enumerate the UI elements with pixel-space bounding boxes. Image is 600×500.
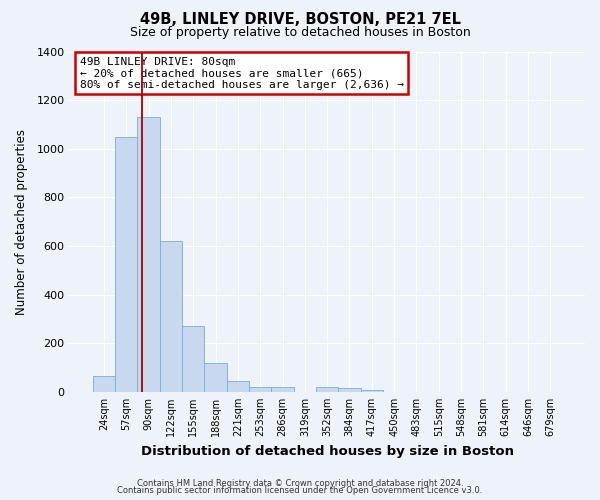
Text: 49B, LINLEY DRIVE, BOSTON, PE21 7EL: 49B, LINLEY DRIVE, BOSTON, PE21 7EL — [139, 12, 461, 28]
Bar — [115, 136, 137, 392]
Text: Contains HM Land Registry data © Crown copyright and database right 2024.: Contains HM Land Registry data © Crown c… — [137, 478, 463, 488]
Bar — [316, 387, 338, 392]
Bar — [182, 326, 205, 392]
Bar — [338, 388, 361, 392]
X-axis label: Distribution of detached houses by size in Boston: Distribution of detached houses by size … — [140, 444, 514, 458]
Text: Contains public sector information licensed under the Open Government Licence v3: Contains public sector information licen… — [118, 486, 482, 495]
Bar — [93, 376, 115, 392]
Bar — [205, 363, 227, 392]
Text: Size of property relative to detached houses in Boston: Size of property relative to detached ho… — [130, 26, 470, 39]
Bar — [137, 117, 160, 392]
Bar — [160, 241, 182, 392]
Text: 49B LINLEY DRIVE: 80sqm
← 20% of detached houses are smaller (665)
80% of semi-d: 49B LINLEY DRIVE: 80sqm ← 20% of detache… — [80, 56, 404, 90]
Y-axis label: Number of detached properties: Number of detached properties — [15, 128, 28, 314]
Bar — [271, 387, 293, 392]
Bar — [249, 387, 271, 392]
Bar — [227, 381, 249, 392]
Bar — [361, 390, 383, 392]
